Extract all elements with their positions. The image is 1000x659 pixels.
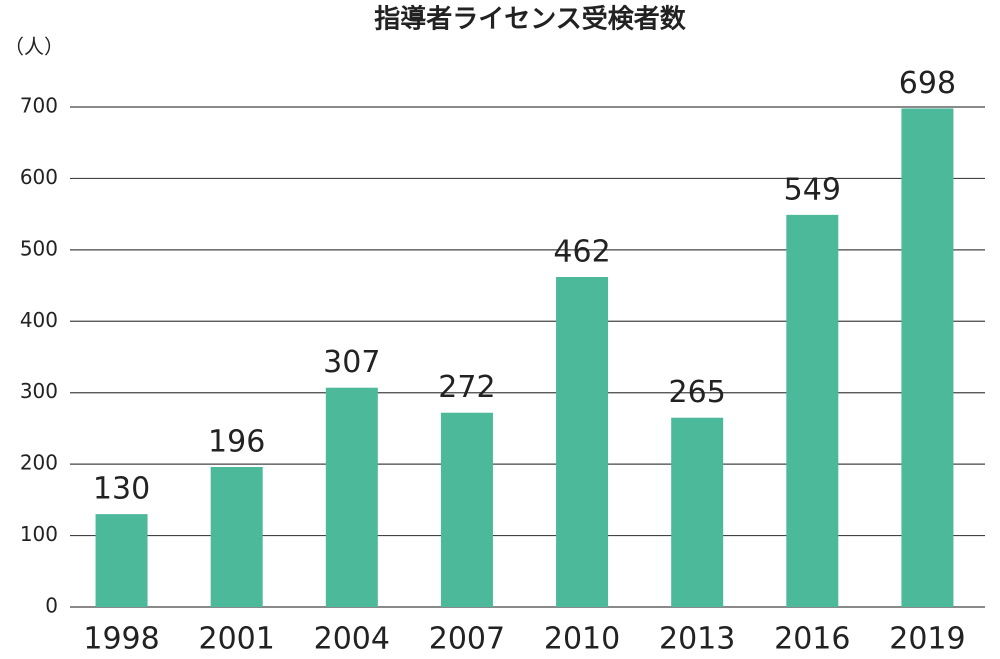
y-tick-label: 300	[20, 379, 58, 403]
value-label: 698	[899, 66, 956, 101]
x-tick-label: 2019	[889, 622, 965, 657]
bar	[556, 277, 609, 607]
y-unit: （人）	[4, 35, 64, 59]
bar	[95, 514, 148, 607]
bar	[671, 417, 724, 607]
x-tick-label: 2007	[429, 622, 505, 657]
y-tick-label: 0	[45, 594, 58, 618]
y-tick-label: 700	[20, 94, 58, 118]
x-tick-label: 2004	[314, 622, 390, 657]
y-tick-label: 100	[20, 522, 58, 546]
bar	[901, 108, 954, 607]
y-tick-label: 600	[20, 165, 58, 189]
bar	[325, 387, 378, 607]
bar	[210, 467, 263, 607]
x-tick-label: 2013	[659, 622, 735, 657]
value-label: 549	[784, 172, 841, 207]
y-tick-label: 400	[20, 308, 58, 332]
y-tick-label: 500	[20, 236, 58, 260]
value-label: 130	[93, 472, 150, 507]
value-label: 196	[208, 425, 265, 460]
x-tick-label: 2010	[544, 622, 620, 657]
y-tick-label: 200	[20, 451, 58, 475]
chart-title: 指導者ライセンス受検者数	[374, 4, 686, 35]
value-label: 462	[553, 235, 610, 270]
value-label: 307	[323, 345, 380, 380]
x-tick-label: 2016	[774, 622, 850, 657]
bar	[440, 412, 493, 607]
value-label: 272	[438, 370, 495, 405]
value-label: 265	[669, 375, 726, 410]
x-tick-label: 2001	[199, 622, 275, 657]
bar	[786, 214, 839, 607]
x-tick-label: 1998	[83, 622, 159, 657]
